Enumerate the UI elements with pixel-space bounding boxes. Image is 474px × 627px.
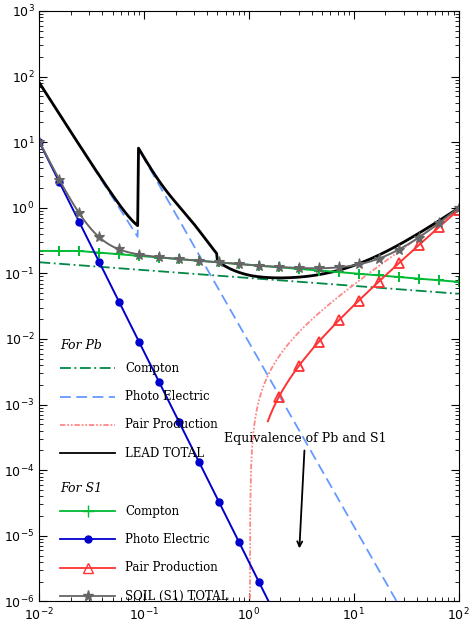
Text: Pair Production: Pair Production	[125, 418, 218, 431]
Text: Compton: Compton	[125, 505, 180, 517]
Text: Pair Production: Pair Production	[125, 561, 218, 574]
Text: For S1: For S1	[60, 482, 102, 495]
Text: LEAD TOTAL: LEAD TOTAL	[125, 446, 204, 460]
Text: Compton: Compton	[125, 362, 180, 375]
Text: Photo Electric: Photo Electric	[125, 533, 210, 546]
Text: For Pb: For Pb	[60, 339, 102, 352]
Text: SOIL (S1) TOTAL: SOIL (S1) TOTAL	[125, 589, 229, 603]
Text: Photo Electric: Photo Electric	[125, 390, 210, 403]
Text: Equivalence of Pb and S1: Equivalence of Pb and S1	[224, 432, 386, 546]
